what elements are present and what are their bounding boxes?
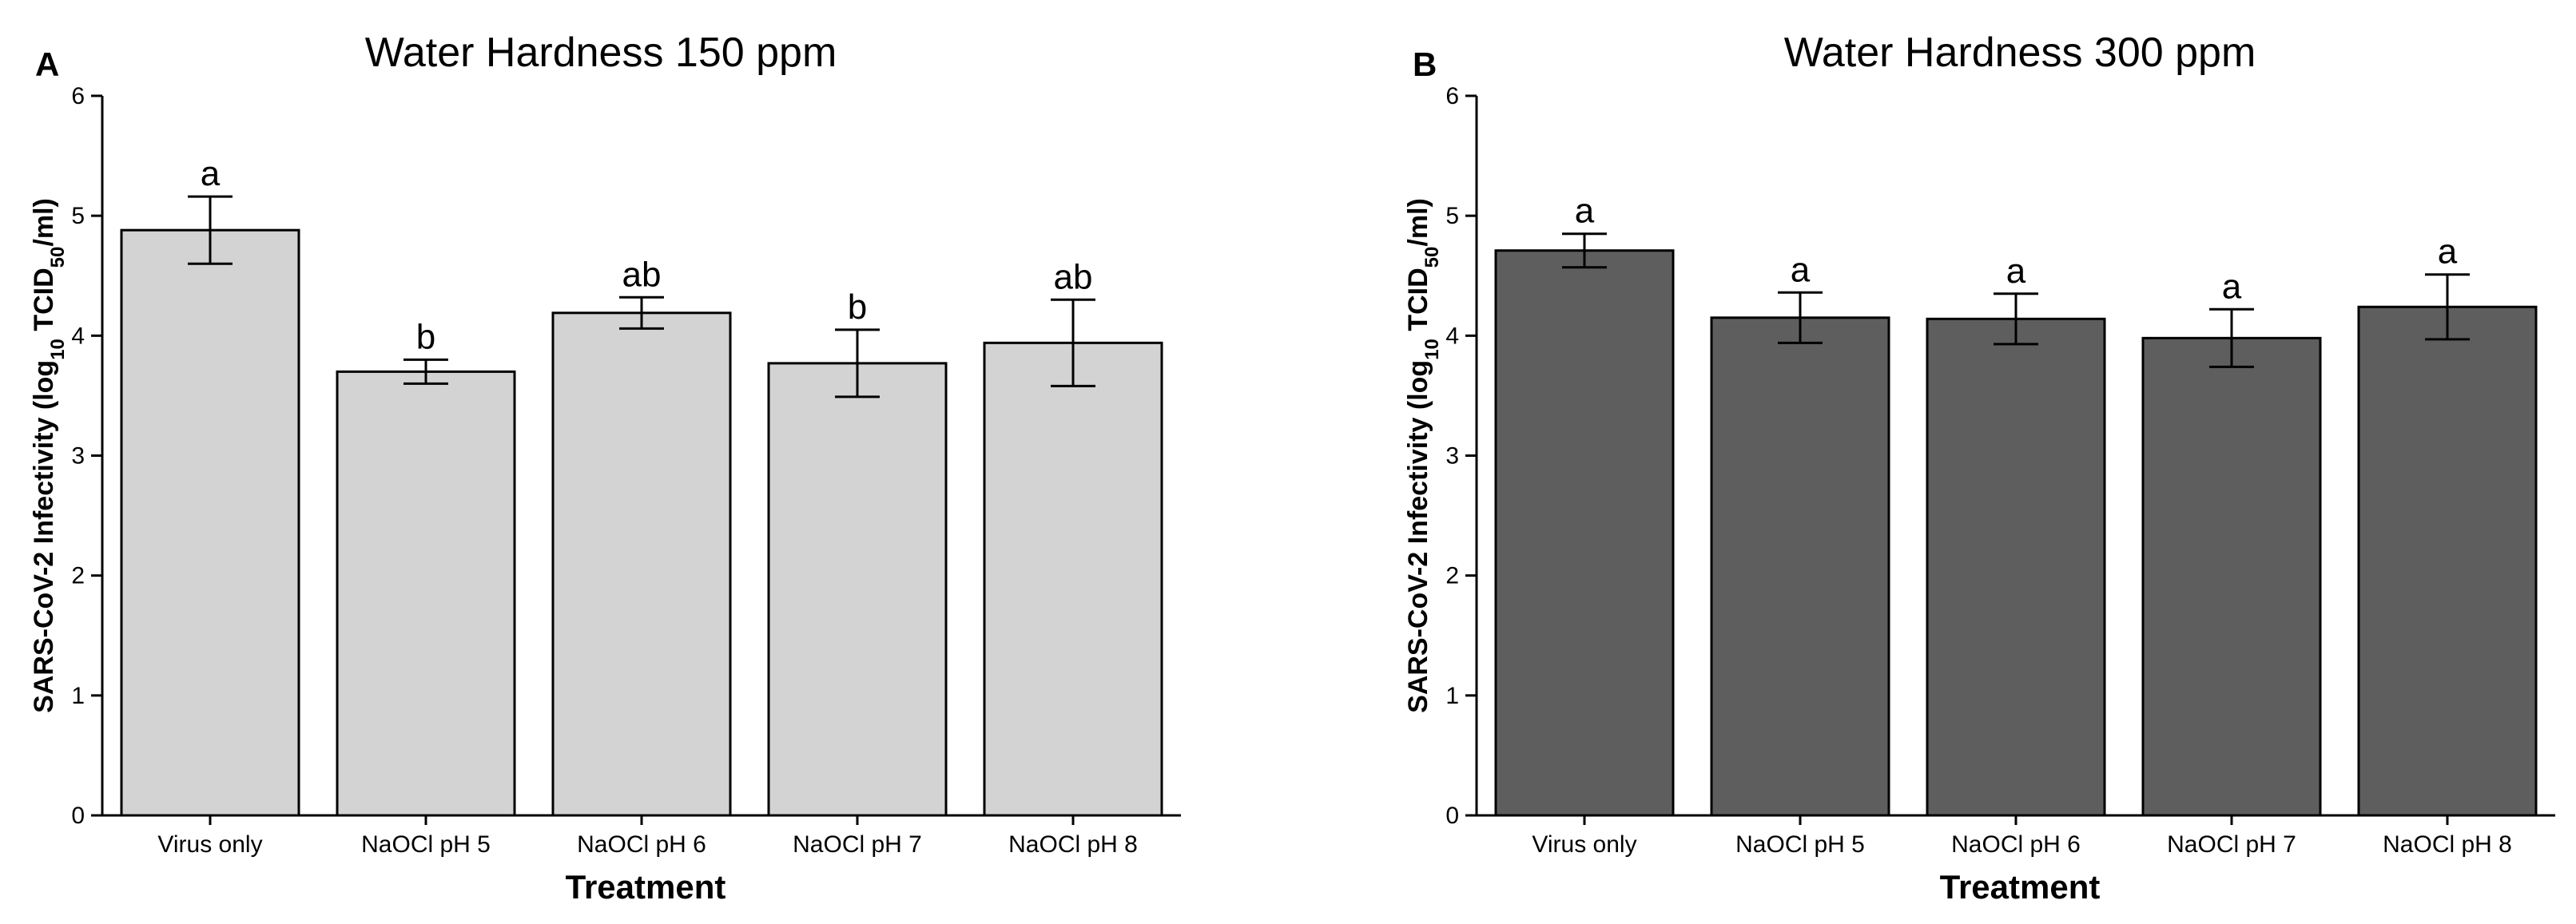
y-axis-label: SARS-CoV-2 Infectivity (log10 TCID50/ml) — [1403, 198, 1443, 713]
y-axis-label-subscript: 50 — [47, 247, 69, 268]
y-axis-label-part: SARS-CoV-2 Infectivity (log — [29, 360, 59, 713]
y-axis-label-subscript: 10 — [1421, 339, 1443, 360]
bar — [1710, 316, 1890, 817]
panel-b: B Water Hardness 300 ppm 0 1 2 3 4 5 6 SARS-CoV-2… — [1403, 30, 2555, 906]
y-axis-label-subscript: 10 — [47, 339, 69, 360]
x-tick-label: Virus only — [157, 831, 262, 858]
y-tick-label: 5 — [71, 203, 85, 229]
significance-letter: a — [1791, 250, 1811, 289]
y-axis-label-part: TCID — [1403, 268, 1433, 339]
y-tick-label: 0 — [1445, 803, 1459, 829]
x-tick-label: NaOCl pH 5 — [1735, 831, 1865, 858]
significance-letter: a — [2222, 267, 2242, 306]
x-axis-label: Treatment — [566, 868, 726, 906]
y-axis-label-part: /ml) — [29, 198, 59, 246]
y-tick-label: 3 — [1445, 443, 1459, 470]
bar — [336, 370, 516, 817]
y-axis-label-part: /ml) — [1403, 198, 1433, 246]
x-tick-label: NaOCl pH 7 — [2167, 831, 2296, 858]
y-tick-label: 2 — [1445, 563, 1459, 589]
bar — [2141, 336, 2322, 817]
y-tick-label: 3 — [71, 443, 85, 470]
y-tick-label: 6 — [71, 83, 85, 109]
y-axis-label: SARS-CoV-2 Infectivity (log10 TCID50/ml) — [29, 198, 69, 713]
y-tick-label: 5 — [1445, 203, 1459, 229]
x-tick-label: NaOCl pH 7 — [793, 831, 922, 858]
x-tick-label: NaOCl pH 6 — [577, 831, 706, 858]
x-tick-label: NaOCl pH 8 — [2383, 831, 2512, 858]
significance-letter: ab — [622, 255, 662, 294]
bar — [551, 311, 732, 817]
significance-letter: a — [2006, 252, 2026, 291]
y-tick-label: 1 — [1445, 683, 1459, 709]
panel-label: A — [35, 46, 59, 83]
panel-label: B — [1413, 46, 1437, 83]
chart-title: Water Hardness 150 ppm — [365, 30, 837, 76]
y-axis-label-part: SARS-CoV-2 Infectivity (log — [1403, 360, 1433, 713]
x-tick-label: NaOCl pH 6 — [1951, 831, 2081, 858]
x-tick-label: NaOCl pH 8 — [1008, 831, 1138, 858]
bar — [1926, 317, 2106, 817]
significance-letter: b — [848, 288, 867, 327]
significance-letter: ab — [1054, 257, 1093, 296]
y-tick-label: 1 — [71, 683, 85, 709]
x-tick-label: NaOCl pH 5 — [361, 831, 491, 858]
y-tick-label: 0 — [71, 803, 85, 829]
y-tick-label: 6 — [1445, 83, 1459, 109]
y-tick-label: 4 — [71, 323, 85, 349]
x-tick-label: Virus only — [1532, 831, 1636, 858]
panel-a: A Water Hardness 150 ppm 0 1 2 3 4 5 6 SARS-CoV-2… — [29, 30, 1181, 906]
bar — [2357, 305, 2538, 817]
significance-letter: b — [416, 317, 435, 356]
bar — [120, 228, 300, 817]
chart-title: Water Hardness 300 ppm — [1784, 30, 2256, 76]
bar — [1494, 249, 1675, 817]
y-axis-label-subscript: 50 — [1421, 247, 1443, 268]
y-tick-label: 2 — [71, 563, 85, 589]
significance-letter: a — [2438, 232, 2458, 272]
significance-letter: a — [201, 154, 221, 193]
y-tick-label: 4 — [1445, 323, 1459, 349]
significance-letter: a — [1575, 192, 1595, 231]
y-axis-label-part: TCID — [29, 268, 59, 339]
x-axis-label: Treatment — [1940, 868, 2101, 906]
bar — [767, 362, 948, 817]
bar — [983, 341, 1163, 817]
